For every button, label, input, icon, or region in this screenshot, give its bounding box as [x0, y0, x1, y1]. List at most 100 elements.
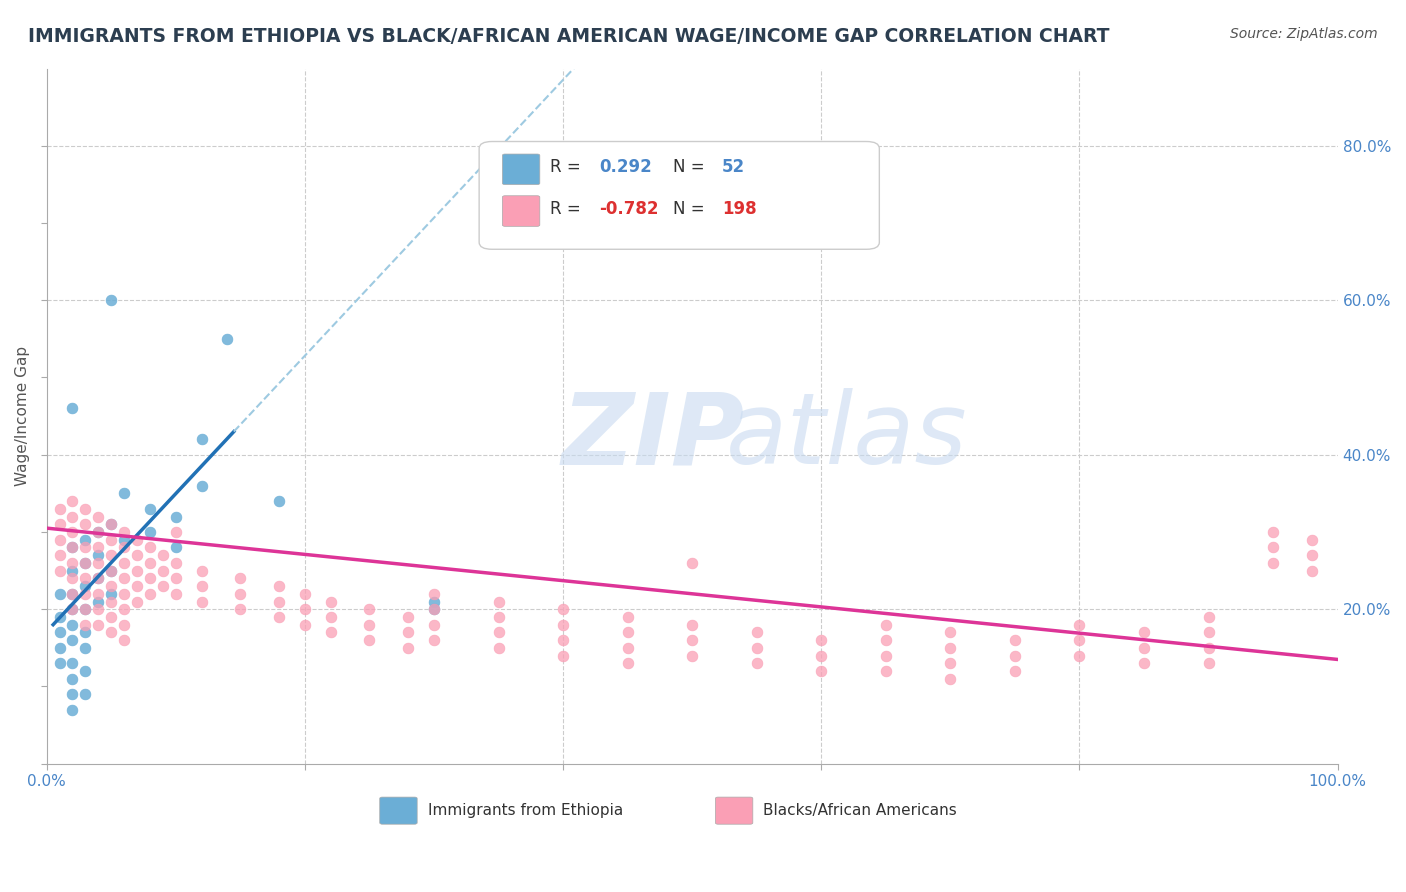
Point — [100, 587, 122, 601]
Point — [125, 533, 148, 547]
Text: N =: N = — [673, 200, 710, 218]
Point — [125, 579, 148, 593]
Point — [1198, 610, 1220, 624]
Point — [62, 556, 84, 570]
Y-axis label: Wage/Income Gap: Wage/Income Gap — [15, 346, 30, 486]
Point — [62, 564, 84, 578]
Point — [396, 640, 419, 655]
Point — [875, 617, 897, 632]
Point — [152, 564, 174, 578]
Point — [488, 594, 510, 608]
Point — [139, 524, 162, 539]
Point — [152, 579, 174, 593]
Point — [616, 610, 638, 624]
Point — [152, 548, 174, 562]
Point — [165, 509, 187, 524]
Point — [75, 579, 97, 593]
Text: N =: N = — [673, 158, 710, 177]
Point — [112, 556, 135, 570]
Point — [165, 524, 187, 539]
Point — [488, 640, 510, 655]
Point — [1198, 657, 1220, 671]
Point — [125, 594, 148, 608]
Point — [48, 610, 70, 624]
Point — [62, 587, 84, 601]
Point — [139, 571, 162, 585]
Point — [1261, 556, 1284, 570]
Point — [423, 633, 446, 648]
Text: -0.782: -0.782 — [599, 200, 658, 218]
Point — [267, 494, 290, 508]
Point — [745, 640, 768, 655]
Point — [87, 509, 110, 524]
Point — [62, 617, 84, 632]
Point — [359, 617, 381, 632]
Point — [125, 548, 148, 562]
Point — [165, 541, 187, 555]
Point — [62, 541, 84, 555]
Point — [681, 633, 703, 648]
Point — [423, 594, 446, 608]
Point — [87, 548, 110, 562]
Point — [75, 501, 97, 516]
Point — [551, 633, 574, 648]
Point — [229, 602, 252, 616]
Point — [1198, 640, 1220, 655]
Point — [87, 617, 110, 632]
Point — [62, 587, 84, 601]
Point — [681, 617, 703, 632]
Point — [75, 617, 97, 632]
Text: Source: ZipAtlas.com: Source: ZipAtlas.com — [1230, 27, 1378, 41]
Point — [488, 610, 510, 624]
Point — [267, 579, 290, 593]
Point — [267, 610, 290, 624]
Point — [810, 633, 832, 648]
Point — [165, 587, 187, 601]
Point — [87, 594, 110, 608]
Point — [75, 640, 97, 655]
Point — [48, 564, 70, 578]
Point — [190, 432, 212, 446]
Point — [75, 664, 97, 678]
Point — [100, 293, 122, 308]
Point — [87, 571, 110, 585]
Point — [62, 524, 84, 539]
Point — [875, 633, 897, 648]
Point — [1069, 633, 1091, 648]
Point — [48, 501, 70, 516]
Point — [396, 625, 419, 640]
Text: 52: 52 — [721, 158, 745, 177]
Point — [75, 687, 97, 701]
Text: Blacks/African Americans: Blacks/African Americans — [763, 803, 957, 818]
Point — [87, 524, 110, 539]
Point — [112, 524, 135, 539]
Point — [681, 556, 703, 570]
Point — [87, 524, 110, 539]
Point — [939, 672, 962, 686]
FancyBboxPatch shape — [502, 195, 540, 227]
Point — [810, 648, 832, 663]
Point — [75, 517, 97, 532]
Point — [423, 617, 446, 632]
Point — [100, 517, 122, 532]
Point — [75, 556, 97, 570]
Point — [62, 541, 84, 555]
Point — [75, 602, 97, 616]
Text: 198: 198 — [721, 200, 756, 218]
Point — [551, 617, 574, 632]
Point — [939, 640, 962, 655]
Point — [100, 564, 122, 578]
Point — [1133, 640, 1156, 655]
Point — [217, 332, 239, 346]
Point — [229, 587, 252, 601]
Point — [62, 703, 84, 717]
Point — [681, 648, 703, 663]
Point — [875, 664, 897, 678]
Point — [165, 556, 187, 570]
Point — [1301, 533, 1323, 547]
Point — [875, 648, 897, 663]
Text: R =: R = — [550, 158, 586, 177]
Point — [359, 633, 381, 648]
Point — [100, 579, 122, 593]
Point — [62, 571, 84, 585]
